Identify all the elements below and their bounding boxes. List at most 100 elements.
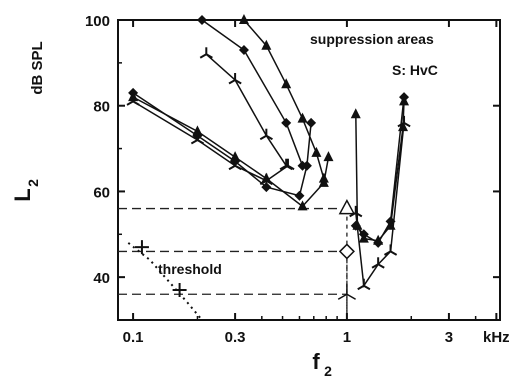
series-8-point-4-arm-2 (403, 121, 411, 128)
series-4-point-2 (259, 128, 273, 141)
series-5-point-1 (261, 39, 272, 50)
series-0-line (132, 96, 330, 208)
y-tick-label-0: 40 (93, 270, 110, 287)
series-8-point-4 (397, 115, 411, 128)
series-4-point-3-arm-1 (279, 164, 287, 171)
series-3 (196, 15, 308, 171)
series-6 (350, 95, 410, 245)
series-5-point-4 (311, 146, 322, 157)
threshold-line (127, 242, 203, 321)
series-3-point-2-shape (281, 117, 292, 128)
series-8-point-3-arm-1 (383, 250, 392, 256)
series-2-point-0-arm-1 (126, 100, 134, 106)
series-5-point-4-shape (311, 146, 322, 157)
series-4 (199, 47, 293, 171)
series-3-point-3-shape (297, 160, 308, 171)
series-1-point-3 (261, 182, 272, 193)
series-5-point-0 (238, 14, 249, 24)
x-tick-label-4: kHz (483, 329, 509, 346)
series-3-point-0 (196, 15, 207, 25)
series-2-point-3 (259, 173, 273, 186)
x-axis-title-main: f (312, 349, 320, 374)
series-1 (128, 87, 317, 201)
series-4-point-0-arm-1 (199, 53, 207, 59)
probe-marker-2-arm-2 (346, 293, 356, 300)
series-2-point-3-arm-1 (259, 179, 267, 186)
series-4-point-2-arm-1 (259, 134, 267, 141)
series-3-line (201, 19, 304, 166)
series-3-point-1-shape (238, 45, 249, 55)
series-8-point-2-arm-1 (371, 263, 379, 269)
series-3-point-3 (297, 160, 308, 171)
series-5-point-3 (297, 112, 308, 123)
series-8-point-0-arm-2 (355, 211, 363, 218)
series-7-line (355, 97, 405, 244)
series-1-point-4 (294, 190, 305, 201)
series-2-point-1-arm-1 (190, 139, 198, 145)
series-1-point-6 (306, 117, 317, 128)
series-5-point-2 (281, 78, 292, 89)
series-8 (349, 115, 411, 291)
series-5-point-5-shape (318, 172, 329, 183)
series-8-line (355, 122, 405, 288)
series-layer (126, 14, 411, 300)
series-8-point-1-arm-1 (357, 284, 365, 291)
series-0-point-4 (297, 200, 308, 211)
series-1-point-6-shape (306, 117, 317, 128)
series-5-point-5 (318, 172, 329, 183)
series-0-point-1-shape (192, 125, 203, 136)
threshold-curve (127, 240, 203, 321)
probe-guide-lines (118, 207, 348, 320)
series-4-point-1-arm-1 (228, 79, 236, 85)
series-5-point-3-shape (297, 112, 308, 123)
x-tick-label-3: 3 (445, 329, 453, 346)
probe-marker-1 (338, 243, 355, 260)
series-2-point-3-arm-2 (265, 179, 273, 186)
x-tick-label-1: 0.3 (225, 329, 246, 346)
series-0 (128, 91, 334, 211)
y-axis-title: L 2 (10, 179, 41, 202)
x-axis-title-sub: 2 (324, 363, 332, 379)
series-4-point-3 (279, 158, 293, 171)
series-4-point-0-arm-2 (205, 53, 213, 59)
series-2-point-2 (228, 158, 242, 171)
threshold-point-1 (172, 283, 187, 297)
series-2-point-2-arm-2 (234, 164, 242, 171)
series-2-point-1 (190, 133, 205, 145)
series-2-point-0 (126, 94, 140, 106)
series-8-point-2 (371, 257, 385, 269)
series-8-point-1 (357, 278, 371, 291)
y-axis-title-sub: 2 (25, 179, 41, 187)
probe-marker-1-shape (338, 243, 355, 260)
series-1-point-0-shape (128, 87, 139, 98)
probe-marker-0 (338, 198, 356, 215)
y-tick-label-3: 100 (85, 13, 110, 30)
series-0-point-2 (230, 151, 241, 162)
series-8-point-0 (349, 205, 363, 218)
series-8-point-2-arm-2 (377, 263, 385, 269)
series-7-point-0 (350, 220, 361, 231)
annotation-subject: S: HvC (392, 62, 438, 78)
series-3-point-2 (281, 117, 292, 128)
y-tick-label-1: 60 (93, 184, 110, 201)
x-tick-label-0: 0.1 (123, 329, 144, 346)
series-3-point-0-shape (196, 15, 207, 25)
series-2-point-0-arm-2 (132, 100, 140, 106)
series-5-point-1-shape (261, 39, 272, 50)
series-1-point-0 (128, 87, 139, 98)
series-2-point-2-arm-1 (228, 164, 236, 171)
series-1-point-3-shape (261, 182, 272, 193)
series-1-line (132, 92, 312, 197)
series-7-point-4-shape (399, 92, 410, 103)
plot-border (117, 19, 501, 321)
x-axis-title: f 2 (312, 349, 332, 379)
probe-marker-2 (337, 284, 356, 300)
series-7-point-2-shape (373, 237, 384, 248)
series-4-point-1-arm-2 (234, 79, 242, 85)
series-8-point-0-arm-1 (349, 211, 357, 218)
y-unit-label: dB SPL (29, 41, 46, 94)
probe-marker-2-arm-1 (337, 293, 348, 300)
series-0-point-2-shape (230, 151, 241, 162)
series-4-point-1 (228, 73, 242, 85)
